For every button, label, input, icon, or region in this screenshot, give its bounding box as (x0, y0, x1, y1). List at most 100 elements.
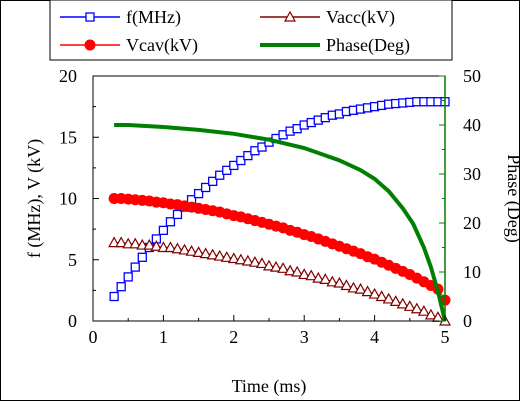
data-point (222, 165, 232, 175)
data-point (108, 236, 121, 248)
data-point (227, 252, 240, 264)
data-point (234, 253, 247, 265)
data-point (312, 271, 325, 283)
legend-item: Vcav(kV) (60, 35, 198, 56)
data-point (157, 241, 170, 253)
data-point (298, 268, 311, 280)
legend: f(MHz) Vacc(kV) Vcav(kV) Phase(Deg) (49, 0, 453, 61)
data-point (354, 282, 367, 294)
data-point (262, 259, 276, 271)
data-point (326, 275, 339, 287)
series-2 (108, 193, 451, 306)
y-right-axis-title: Phase (Deg) (503, 154, 520, 242)
y-right-tick-label: 10 (463, 262, 481, 282)
data-point (305, 269, 318, 281)
data-point (424, 308, 437, 320)
data-point (200, 182, 211, 193)
data-point (158, 225, 169, 236)
data-point (208, 176, 218, 187)
data-point (213, 249, 226, 261)
x-tick-label: 3 (300, 327, 309, 347)
data-point (375, 290, 388, 302)
data-point (291, 265, 304, 277)
data-point (136, 238, 149, 250)
data-point (143, 238, 156, 250)
legend-item: f(MHz) (60, 7, 181, 28)
legend-swatch-marker (85, 12, 95, 22)
y-right-tick-label: 0 (463, 311, 472, 331)
legend-swatch-marker (84, 39, 96, 51)
data-point (396, 297, 409, 309)
data-point (115, 236, 128, 248)
x-tick-label: 0 (89, 327, 98, 347)
series-3 (114, 123, 447, 322)
x-axis-title: Time (ms) (232, 376, 307, 397)
data-point (284, 264, 297, 276)
y-left-tick-label: 15 (59, 127, 77, 147)
data-point (248, 255, 261, 267)
y-left-tick-label: 10 (59, 189, 77, 209)
data-point (382, 292, 395, 304)
data-point (220, 251, 233, 262)
legend-item: Phase(Deg) (260, 35, 410, 56)
x-tick-label: 2 (229, 327, 238, 347)
data-point (193, 188, 204, 199)
data-point (122, 237, 135, 249)
data-point (389, 295, 402, 306)
data-point (172, 209, 183, 220)
data-point (255, 257, 268, 269)
y-right-tick-label: 40 (463, 115, 481, 135)
series-line (114, 123, 447, 322)
data-point (137, 252, 147, 262)
data-point (340, 279, 353, 291)
legend-label: Vcav(kV) (126, 35, 198, 56)
legend-item: Vacc(kV) (260, 7, 395, 28)
y-left-axis-title: f (MHz), V (kV) (24, 139, 45, 258)
data-point (368, 287, 381, 299)
data-point (270, 260, 283, 272)
data-point (417, 304, 430, 316)
data-point (206, 248, 219, 260)
data-point (333, 276, 346, 288)
data-point (229, 160, 239, 171)
data-point (347, 281, 360, 293)
legend-swatch-marker (283, 10, 297, 22)
data-point (165, 217, 176, 227)
legend-label: f(MHz) (126, 7, 181, 28)
legend-label: Phase(Deg) (326, 35, 410, 56)
data-point (199, 247, 212, 259)
data-point (109, 291, 119, 302)
y-left-tick-label: 5 (68, 250, 77, 270)
x-tick-label: 4 (370, 327, 379, 347)
data-point (319, 273, 332, 284)
data-point (410, 302, 423, 314)
data-point (277, 262, 290, 273)
y-right-tick-label: 20 (463, 213, 481, 233)
plot-area (108, 97, 452, 326)
y-left-tick-label: 20 (59, 66, 77, 86)
data-point (171, 242, 184, 254)
legend-label: Vacc(kV) (326, 7, 395, 28)
data-point (130, 262, 140, 272)
x-tick-label: 1 (159, 327, 168, 347)
data-point (241, 254, 254, 266)
data-point (236, 155, 246, 166)
y-right-tick-label: 50 (463, 66, 481, 86)
data-point (178, 243, 191, 255)
data-point (243, 150, 253, 161)
data-point (164, 241, 177, 253)
data-point (116, 282, 126, 292)
data-point (215, 170, 225, 180)
series-1 (108, 236, 452, 326)
data-point (192, 246, 205, 257)
data-point (403, 300, 416, 311)
data-point (361, 285, 374, 297)
legend-box (49, 0, 453, 61)
data-point (185, 244, 198, 256)
data-point (257, 142, 267, 152)
data-point (150, 240, 163, 251)
